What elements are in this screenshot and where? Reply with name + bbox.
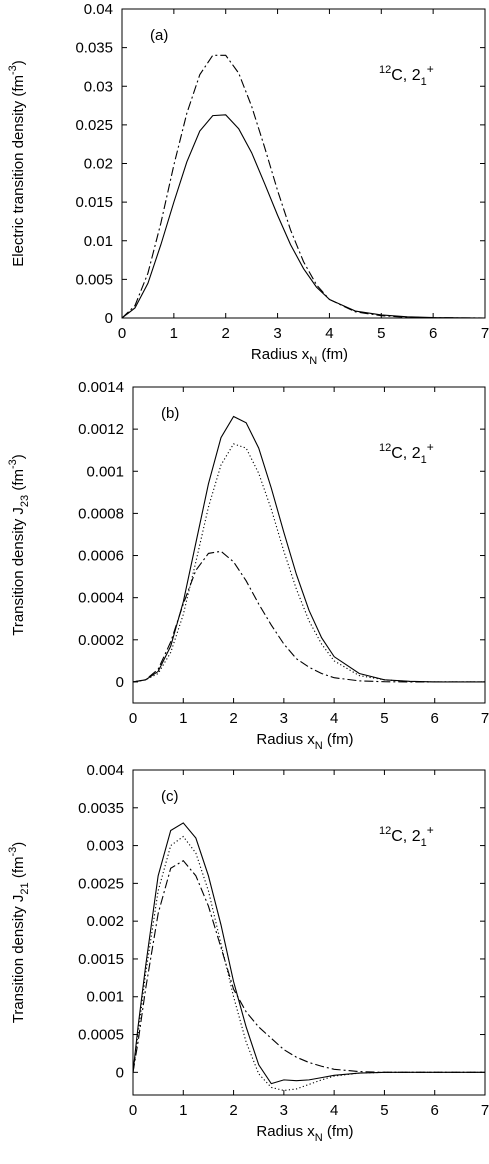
x-axis-label: Radius xN (fm) (251, 346, 348, 367)
series-line-dashdot (121, 54, 486, 319)
x-tick-label: 3 (280, 1102, 288, 1119)
y-tick-label: 0.0012 (78, 421, 124, 438)
y-tick-label: 0.0005 (78, 1027, 124, 1044)
x-tick-label: 4 (330, 1102, 338, 1119)
nucleus-annotation: 12C, 21+ (379, 823, 434, 849)
x-tick-label: 4 (330, 710, 338, 727)
panel-a: 0 1 2 3 4 5 6 7 0 0.005 0.01 0.015 0.02 0.025 0.03 0.03… (7, 1, 489, 367)
y-tick-label: 0.0014 (78, 379, 124, 396)
y-tick-label: 0.04 (84, 1, 113, 18)
x-tick-label: 2 (229, 1102, 237, 1119)
y-tick-label: 0.035 (75, 40, 113, 57)
panel-label: (b) (161, 405, 179, 422)
panel-b: 0 1 2 3 4 5 6 7 0 0.0002 0.0004 0.0006 0.0008 0.001 0.… (7, 379, 489, 752)
y-tick-label: 0.03 (84, 78, 113, 95)
x-axis-label: Radius xN (fm) (256, 1123, 353, 1144)
y-axis-label: Transition density J23 (fm-3) (7, 454, 31, 636)
y-tick-label: 0.003 (86, 838, 124, 855)
y-tick-label: 0.01 (84, 233, 113, 250)
x-tick-label: 2 (222, 325, 230, 342)
y-tick-label: 0.001 (86, 463, 124, 480)
y-tick-label: 0.005 (75, 271, 113, 288)
panel-label: (a) (150, 27, 168, 44)
series-line-solid (132, 822, 485, 1085)
y-tick-label: 0.001 (86, 989, 124, 1006)
x-tick-label: 2 (229, 710, 237, 727)
x-tick-label: 6 (429, 325, 437, 342)
x-tick-label: 4 (325, 325, 333, 342)
y-tick-label: 0.015 (75, 194, 113, 211)
series-line-dotted (132, 835, 485, 1092)
nucleus-annotation: 12C, 21+ (379, 62, 434, 88)
y-tick-label: 0.0004 (78, 590, 124, 607)
y-tick-label: 0.02 (84, 156, 113, 173)
x-tick-label: 5 (380, 1102, 388, 1119)
x-tick-label: 7 (481, 325, 489, 342)
y-axis-label: Transition density J21 (fm-3) (7, 842, 31, 1024)
panel-c: 0 1 2 3 4 5 6 7 0 0.0005 0.001 0.0015 0.002 0.0025 0.0… (7, 762, 489, 1144)
y-tick-label: 0 (116, 674, 124, 691)
panel-label: (c) (161, 788, 179, 805)
x-tick-label: 6 (431, 710, 439, 727)
y-tick-label: 0 (116, 1064, 124, 1081)
y-axis-label: Electric transition density (fm-3) (7, 60, 27, 267)
x-tick-label: 5 (380, 710, 388, 727)
y-tick-label: 0.0006 (78, 548, 124, 565)
series-line-dotted (132, 443, 485, 683)
x-tick-label: 1 (179, 1102, 187, 1119)
y-tick-label: 0 (105, 310, 113, 327)
x-tick-label: 7 (481, 1102, 489, 1119)
x-tick-label: 3 (280, 710, 288, 727)
x-tick-label: 0 (129, 710, 137, 727)
x-tick-label: 6 (431, 1102, 439, 1119)
plot-frame (121, 8, 486, 319)
x-tick-label: 0 (129, 1102, 137, 1119)
x-tick-label: 0 (118, 325, 126, 342)
nucleus-annotation: 12C, 21+ (379, 440, 434, 466)
x-tick-label: 1 (170, 325, 178, 342)
y-tick-label: 0.0015 (78, 951, 124, 968)
plot-frame (132, 769, 486, 1096)
y-tick-label: 0.0008 (78, 505, 124, 522)
y-tick-label: 0.004 (86, 762, 124, 779)
x-tick-label: 1 (179, 710, 187, 727)
y-tick-label: 0.0035 (78, 800, 124, 817)
series-line-solid (121, 114, 486, 319)
y-tick-label: 0.0002 (78, 632, 124, 649)
y-tick-label: 0.002 (86, 913, 124, 930)
x-tick-label: 5 (377, 325, 385, 342)
series-line-dashdot (132, 550, 485, 683)
x-axis-label: Radius xN (fm) (256, 731, 353, 752)
y-tick-label: 0.025 (75, 117, 113, 134)
x-tick-label: 3 (273, 325, 281, 342)
y-tick-label: 0.0025 (78, 875, 124, 892)
series-line-dashdot (132, 859, 485, 1073)
series-line-solid (132, 415, 485, 683)
x-tick-label: 7 (481, 710, 489, 727)
plot-frame (132, 386, 486, 704)
